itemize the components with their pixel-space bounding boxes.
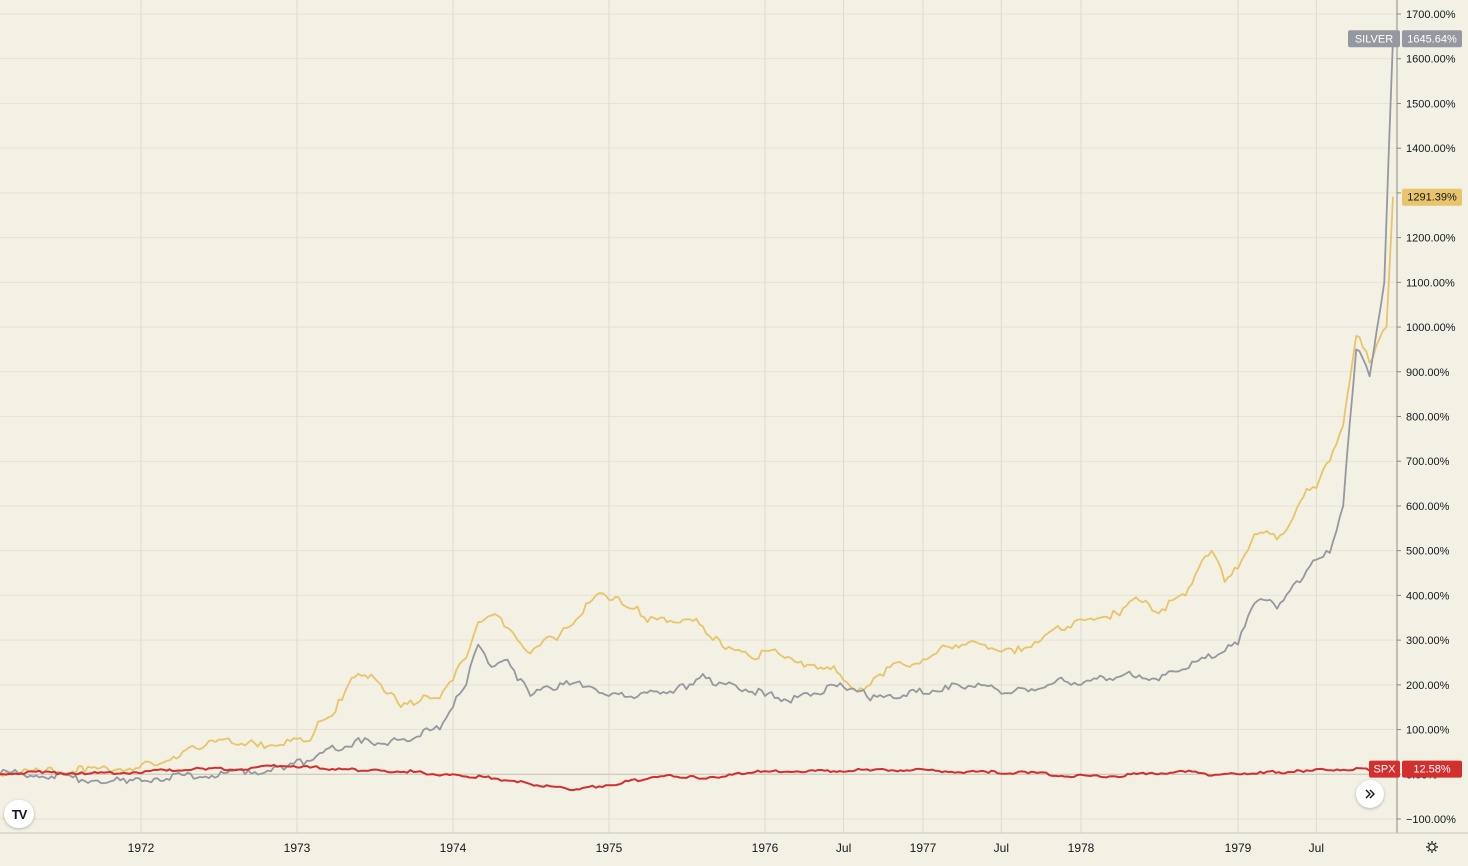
y-tick-label: 1100.00% — [1406, 277, 1455, 289]
x-tick-label: Jul — [1309, 841, 1324, 855]
y-tick-label: 200.00% — [1406, 680, 1450, 692]
y-tick-label: 400.00% — [1406, 590, 1450, 602]
scroll-to-realtime-button[interactable] — [1356, 780, 1384, 808]
x-tick-label: 1974 — [440, 841, 467, 855]
series-line-silver — [0, 38, 1394, 785]
price-labels: 1291.39% 1645.64% SILVER 12.58% SPX — [1348, 30, 1462, 778]
series-name-badge — [1348, 30, 1400, 48]
grid — [0, 0, 1397, 833]
last-value-label: 1291.39% — [1407, 192, 1457, 204]
x-tick-label: 1972 — [128, 841, 155, 855]
series-line-spx — [0, 764, 1394, 792]
x-tick-label: 1973 — [284, 841, 311, 855]
double-chevron-right-icon — [1365, 789, 1375, 799]
series-name-label: SILVER — [1355, 33, 1393, 45]
y-tick-label: 300.00% — [1406, 635, 1450, 647]
last-value-badge — [1402, 30, 1462, 48]
last-value-badge — [1402, 188, 1462, 206]
series-name-badge — [1369, 760, 1400, 778]
tradingview-logo[interactable]: TV — [4, 800, 34, 828]
y-tick-label: 900.00% — [1406, 367, 1450, 379]
y-tick-label: 1700.00% — [1406, 9, 1456, 21]
last-value-badge — [1402, 760, 1462, 778]
x-tick-label: 1977 — [910, 841, 937, 855]
series-line-gold — [0, 196, 1394, 777]
settings-button[interactable] — [1420, 836, 1444, 858]
y-tick-label: 1600.00% — [1406, 54, 1456, 66]
x-tick-label: Jul — [836, 841, 851, 855]
x-tick-label: 1975 — [596, 841, 623, 855]
y-tick-label: 800.00% — [1406, 412, 1450, 424]
last-value-label: 12.58% — [1413, 764, 1451, 776]
y-tick-label: 100.00% — [1406, 725, 1450, 737]
gear-icon — [1426, 841, 1438, 853]
x-tick-label: 1978 — [1068, 841, 1095, 855]
series-name-label: SPX — [1373, 764, 1396, 776]
y-tick-label: 1000.00% — [1406, 322, 1456, 334]
logo-text: TV — [11, 806, 28, 822]
y-tick-label: 600.00% — [1406, 501, 1450, 513]
x-tick-label: 1979 — [1225, 841, 1252, 855]
y-tick-label: 1500.00% — [1406, 98, 1456, 110]
series-layer — [0, 38, 1394, 792]
y-tick-label: 1400.00% — [1406, 143, 1456, 155]
last-value-label: 1645.64% — [1407, 33, 1457, 45]
x-tick-label: Jul — [994, 841, 1009, 855]
y-tick-label: 700.00% — [1406, 456, 1450, 468]
y-tick-label: −100.00% — [1406, 814, 1456, 826]
y-tick-label: 500.00% — [1406, 546, 1450, 558]
y-tick-label: 1200.00% — [1406, 233, 1456, 245]
x-tick-label: 1976 — [752, 841, 779, 855]
